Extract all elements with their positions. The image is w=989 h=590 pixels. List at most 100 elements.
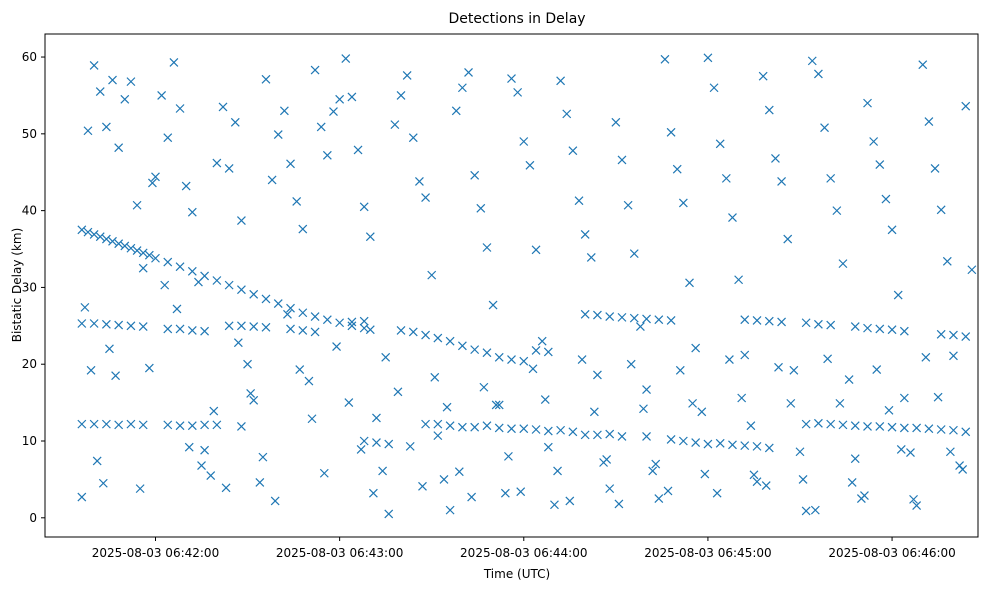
y-tick-label: 60 — [22, 50, 37, 64]
data-point — [372, 438, 381, 447]
data-point — [507, 355, 516, 365]
data-point — [295, 365, 305, 375]
data-point — [629, 313, 639, 323]
data-point — [912, 423, 922, 433]
data-point — [801, 419, 811, 429]
data-point — [381, 352, 391, 362]
data-point — [737, 393, 747, 403]
data-point — [470, 170, 480, 180]
y-axis: 0 10 20 30 40 50 60 — [22, 50, 45, 525]
data-point — [175, 324, 185, 334]
data-point — [961, 332, 971, 341]
data-point — [967, 265, 977, 275]
data-point — [89, 230, 99, 239]
data-point — [899, 423, 909, 433]
data-point — [924, 117, 934, 126]
data-point — [531, 245, 541, 255]
data-point — [304, 376, 314, 386]
data-point — [593, 370, 602, 380]
data-point — [543, 442, 553, 452]
data-point — [899, 326, 909, 336]
y-tick-label: 0 — [29, 511, 37, 525]
data-point — [402, 71, 412, 80]
data-point — [132, 246, 142, 255]
data-point — [519, 356, 529, 366]
data-point — [341, 54, 351, 63]
data-point — [651, 459, 661, 469]
data-point — [813, 319, 823, 329]
data-point — [961, 101, 971, 111]
data-point — [421, 330, 430, 340]
data-point — [353, 145, 363, 155]
x-tick-label: 2025-08-03 06:42:00 — [92, 546, 219, 560]
data-point — [813, 418, 823, 428]
data-point — [95, 232, 105, 242]
data-point — [224, 321, 234, 331]
data-point — [663, 486, 673, 496]
data-point — [519, 137, 529, 146]
data-point — [77, 419, 87, 429]
data-point — [691, 343, 701, 353]
data-point — [359, 436, 369, 446]
data-point — [83, 227, 93, 237]
data-point — [752, 441, 762, 451]
data-point — [286, 324, 295, 334]
data-point — [519, 424, 529, 434]
data-point — [126, 419, 136, 429]
data-point — [457, 341, 467, 351]
data-point — [746, 421, 756, 431]
data-point — [715, 438, 725, 448]
data-point — [850, 322, 860, 332]
x-tick-label: 2025-08-03 06:44:00 — [460, 546, 587, 560]
data-point — [421, 419, 430, 429]
data-point — [344, 398, 354, 408]
data-point — [114, 420, 124, 430]
data-point — [396, 91, 406, 100]
data-point — [869, 137, 879, 146]
data-point — [163, 257, 173, 267]
data-point — [467, 492, 477, 502]
data-point — [577, 355, 587, 365]
data-point — [359, 202, 369, 212]
data-point — [206, 471, 216, 480]
data-point — [678, 436, 688, 446]
data-point — [553, 466, 562, 476]
data-point — [807, 56, 817, 66]
data-point — [761, 481, 771, 490]
data-point — [507, 424, 516, 434]
data-point — [243, 359, 252, 369]
data-point — [543, 426, 553, 436]
data-point — [292, 196, 302, 206]
data-point — [197, 461, 206, 471]
plot-area — [44, 33, 979, 538]
data-point — [540, 395, 550, 404]
data-point — [513, 87, 523, 97]
data-point — [504, 451, 513, 461]
data-point — [111, 371, 121, 381]
data-point — [749, 470, 759, 480]
data-point — [396, 326, 406, 335]
data-point — [568, 427, 578, 437]
data-point — [820, 123, 829, 133]
data-point — [454, 467, 464, 477]
data-point — [863, 323, 872, 333]
y-tick-label: 20 — [22, 357, 37, 371]
data-point — [200, 445, 210, 455]
data-point — [101, 319, 111, 329]
data-point — [703, 53, 713, 63]
data-point — [531, 345, 541, 355]
data-point — [813, 69, 823, 79]
data-point — [372, 413, 381, 423]
data-point — [261, 322, 271, 332]
data-point — [728, 440, 737, 450]
data-point — [654, 494, 664, 504]
data-point — [685, 278, 694, 288]
data-point — [393, 387, 403, 397]
data-point — [138, 322, 148, 332]
data-point — [184, 442, 194, 452]
data-point — [359, 316, 369, 326]
data-point — [442, 402, 452, 412]
data-point — [537, 336, 547, 346]
data-point — [405, 441, 415, 451]
data-point — [464, 67, 473, 77]
